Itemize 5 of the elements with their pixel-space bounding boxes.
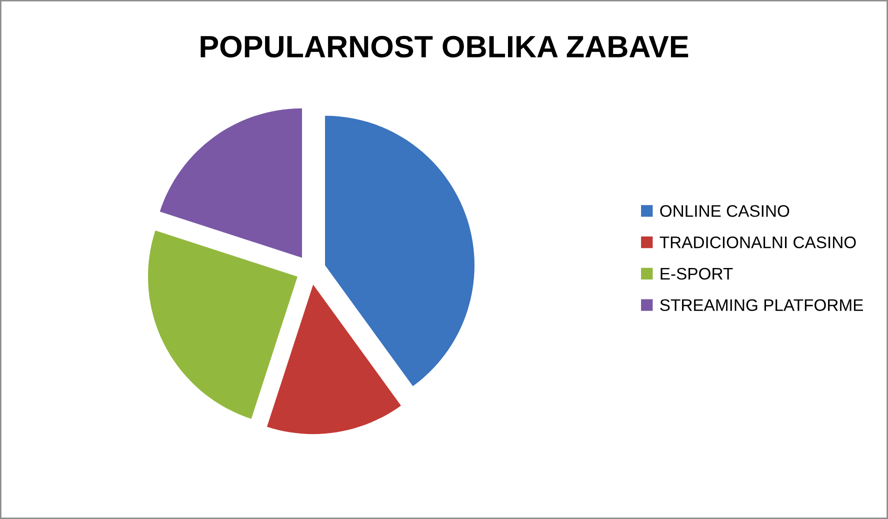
legend-label: TRADICIONALNI CASINO bbox=[660, 236, 856, 248]
chart-title: POPULARNOST OBLIKA ZABAVE bbox=[200, 36, 688, 58]
legend-label: E-SPORT bbox=[660, 268, 733, 280]
legend-label: STREAMING PLATFORME bbox=[660, 299, 864, 312]
legend-label: ONLINE CASINO bbox=[660, 205, 790, 217]
